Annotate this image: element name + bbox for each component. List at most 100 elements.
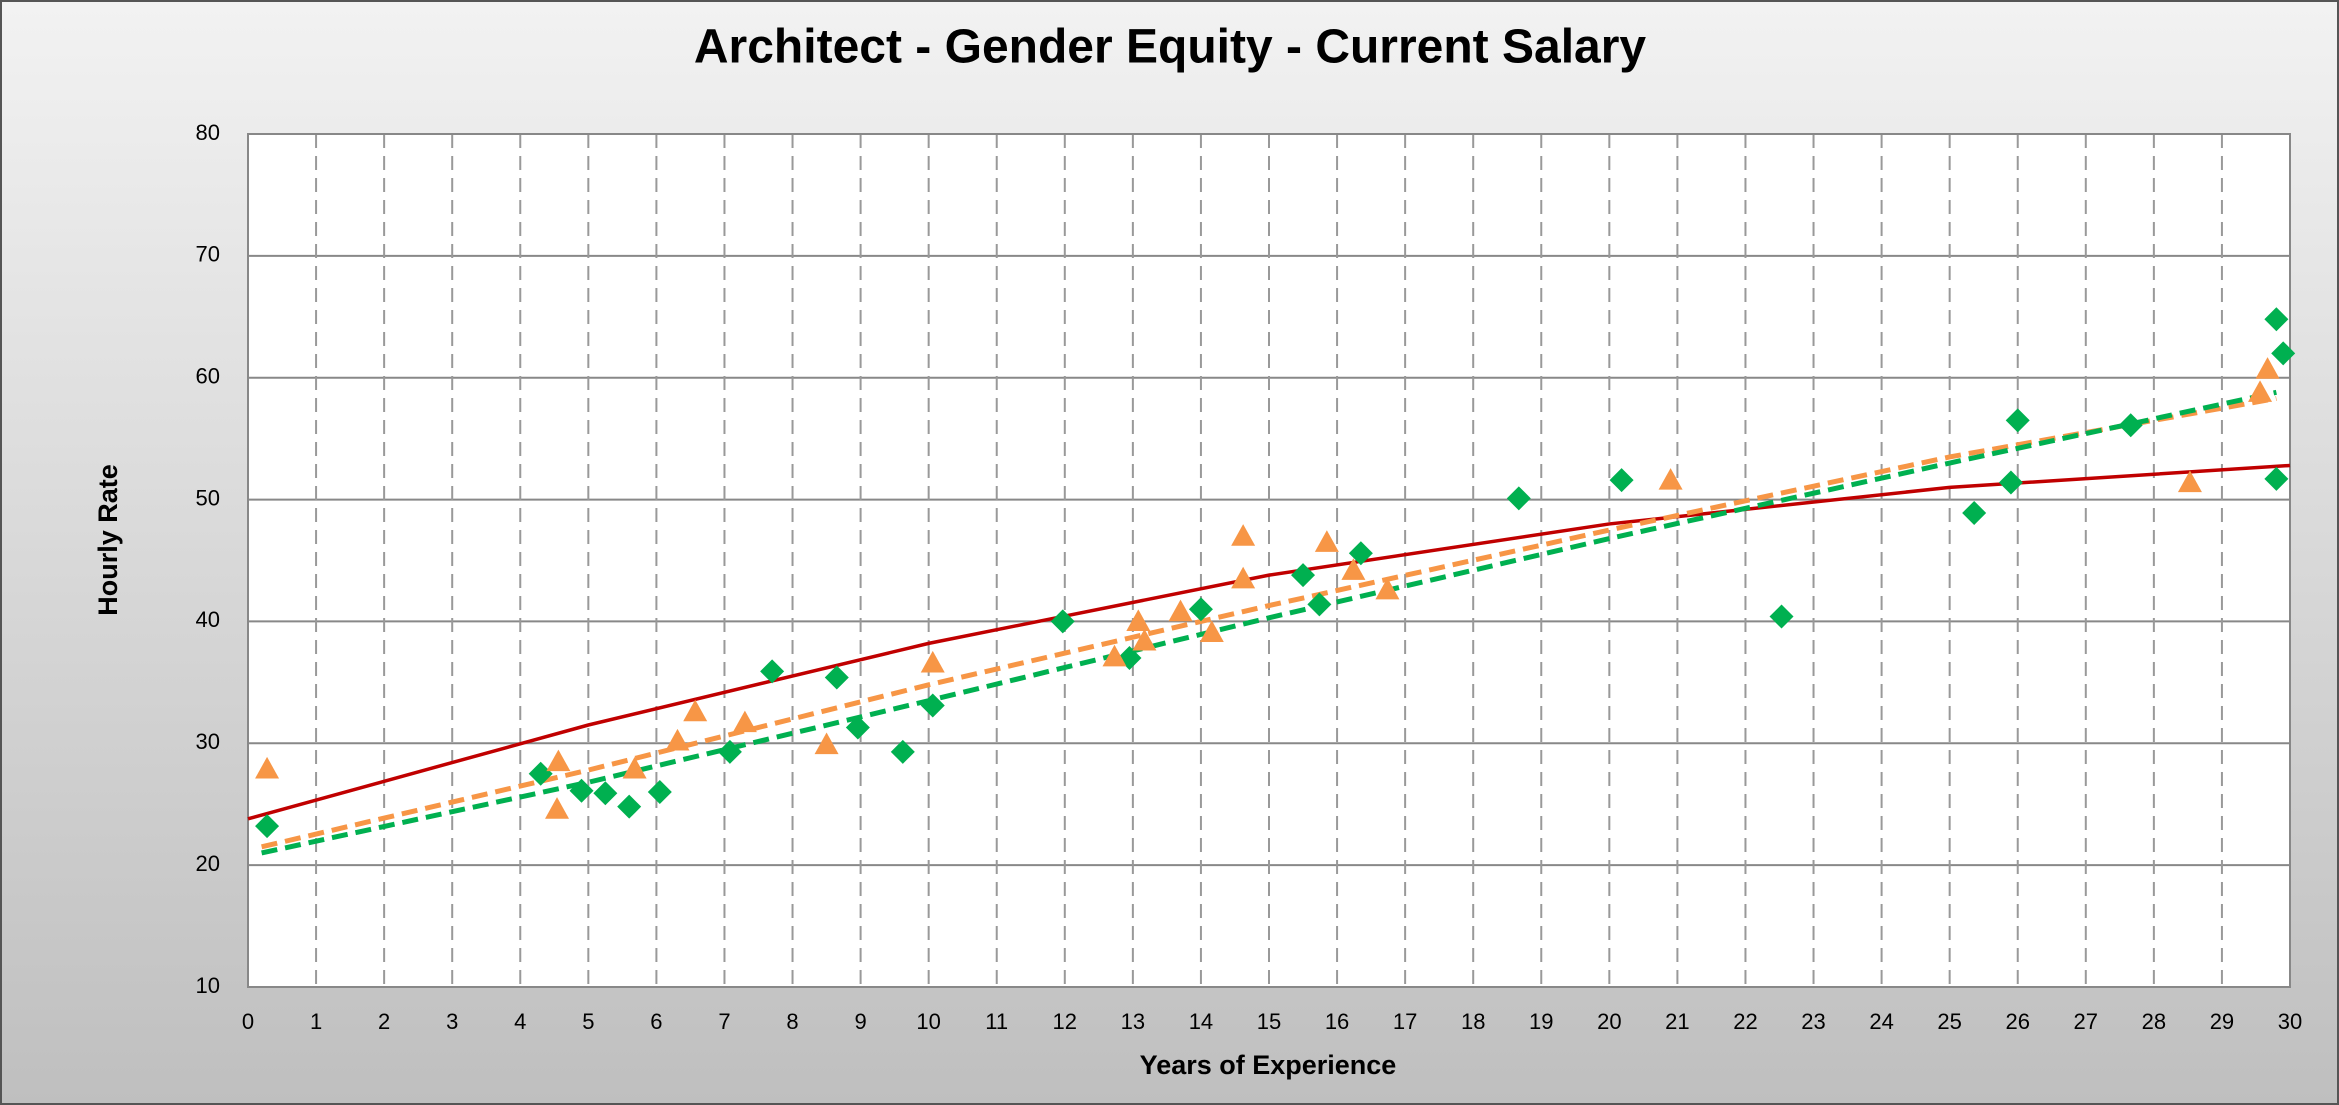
data-point xyxy=(1126,609,1151,632)
x-tick-label: 26 xyxy=(2005,1009,2029,1034)
x-tick-label: 19 xyxy=(1529,1009,1553,1034)
x-tick-label: 10 xyxy=(916,1009,940,1034)
data-point xyxy=(1609,468,1634,493)
data-point xyxy=(683,699,708,722)
x-tick-label: 16 xyxy=(1325,1009,1349,1034)
x-tick-label: 13 xyxy=(1121,1009,1145,1034)
x-tick-label: 22 xyxy=(1733,1009,1757,1034)
data-point xyxy=(845,715,870,740)
x-tick-label: 28 xyxy=(2142,1009,2166,1034)
x-tick-label: 25 xyxy=(1937,1009,1961,1034)
data-point xyxy=(255,756,280,779)
data-point xyxy=(814,732,839,755)
data-point xyxy=(528,761,553,786)
data-point xyxy=(717,739,742,764)
y-tick-label: 50 xyxy=(196,485,220,510)
data-point xyxy=(824,665,849,690)
data-point xyxy=(665,728,690,751)
data-point xyxy=(1341,558,1366,580)
x-tick-label: 20 xyxy=(1597,1009,1621,1034)
y-tick-label: 10 xyxy=(196,973,220,998)
x-axis-label: Years of Experience xyxy=(1140,1050,1397,1080)
data-point xyxy=(2264,307,2289,332)
y-tick-label: 40 xyxy=(196,607,220,632)
data-point xyxy=(2118,413,2143,438)
data-point xyxy=(920,693,945,718)
data-point xyxy=(2248,380,2273,402)
data-point xyxy=(732,710,757,733)
x-tick-label: 23 xyxy=(1801,1009,1825,1034)
x-tick-label: 18 xyxy=(1461,1009,1485,1034)
data-point xyxy=(2255,357,2280,379)
data-point xyxy=(1188,597,1213,622)
x-tick-label: 30 xyxy=(2278,1009,2302,1034)
data-point xyxy=(1132,628,1157,651)
trend-line xyxy=(247,463,2291,821)
x-tick-label: 4 xyxy=(514,1009,526,1034)
data-point xyxy=(1102,644,1127,667)
data-point xyxy=(1314,530,1339,552)
y-tick-label: 30 xyxy=(196,729,220,754)
data-point xyxy=(1307,592,1332,617)
data-point xyxy=(1769,604,1794,629)
y-axis-label: Hourly Rate xyxy=(93,464,123,616)
x-tick-label: 15 xyxy=(1257,1009,1281,1034)
x-tick-label: 7 xyxy=(718,1009,730,1034)
data-point xyxy=(1348,541,1373,566)
data-point xyxy=(622,756,647,779)
data-point xyxy=(1962,500,1987,525)
data-point xyxy=(1291,563,1316,588)
x-tick-label: 27 xyxy=(2074,1009,2098,1034)
data-point xyxy=(890,739,915,764)
data-point xyxy=(2005,408,2030,433)
x-tick-label: 11 xyxy=(985,1009,1008,1034)
data-point xyxy=(1506,486,1531,511)
data-point xyxy=(1375,577,1400,600)
data-point xyxy=(593,781,618,806)
x-tick-label: 9 xyxy=(854,1009,866,1034)
data-point xyxy=(2264,466,2289,491)
data-point xyxy=(1658,468,1683,490)
y-tick-label: 60 xyxy=(196,364,220,389)
data-point xyxy=(2177,470,2202,493)
y-tick-label: 20 xyxy=(196,851,220,876)
data-point xyxy=(255,814,280,839)
chart-title: Architect - Gender Equity - Current Sala… xyxy=(694,21,1647,74)
x-tick-label: 2 xyxy=(378,1009,390,1034)
x-tick-label: 8 xyxy=(786,1009,798,1034)
x-tick-label: 5 xyxy=(582,1009,594,1034)
x-tick-label: 17 xyxy=(1393,1009,1417,1034)
data-point xyxy=(1231,524,1256,546)
data-point xyxy=(1050,609,1075,634)
data-point xyxy=(647,780,672,805)
data-point xyxy=(1199,620,1224,642)
x-tick-label: 3 xyxy=(446,1009,458,1034)
data-point xyxy=(569,778,594,803)
plot-border xyxy=(247,133,2291,988)
x-tick-label: 24 xyxy=(1869,1009,1893,1034)
data-point xyxy=(617,794,642,819)
trend-line xyxy=(261,395,2277,850)
data-point xyxy=(1168,599,1193,622)
trend-line xyxy=(261,389,2277,856)
data-point xyxy=(1998,470,2023,495)
data-point xyxy=(545,797,570,819)
y-tick-label: 80 xyxy=(196,120,220,145)
data-point xyxy=(760,659,785,684)
data-point xyxy=(2271,341,2296,366)
data-point xyxy=(546,749,571,772)
marks xyxy=(247,307,2296,856)
x-tick-label: 0 xyxy=(242,1009,254,1034)
x-tick-label: 12 xyxy=(1053,1009,1077,1034)
x-tick-label: 1 xyxy=(310,1009,322,1034)
y-tick-label: 70 xyxy=(196,242,220,267)
x-tick-label: 6 xyxy=(650,1009,662,1034)
data-point xyxy=(920,650,945,673)
x-tick-label: 21 xyxy=(1665,1009,1689,1034)
x-tick-label: 29 xyxy=(2210,1009,2234,1034)
x-tick-label: 14 xyxy=(1189,1009,1213,1034)
data-point xyxy=(1231,566,1256,589)
